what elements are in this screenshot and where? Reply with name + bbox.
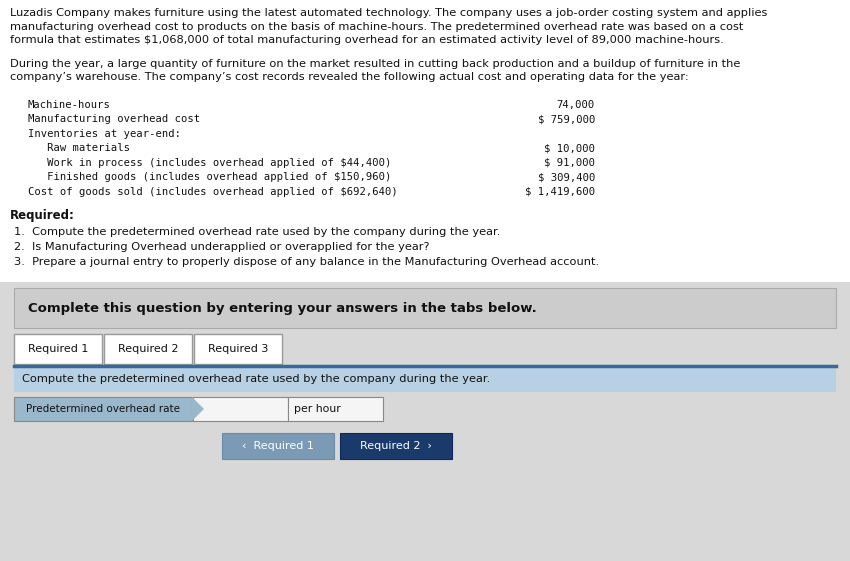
Text: Luzadis Company makes furniture using the latest automated technology. The compa: Luzadis Company makes furniture using th… bbox=[10, 8, 768, 18]
Text: company’s warehouse. The company’s cost records revealed the following actual co: company’s warehouse. The company’s cost … bbox=[10, 72, 689, 82]
Text: $ 309,400: $ 309,400 bbox=[537, 172, 595, 182]
Text: Inventories at year-end:: Inventories at year-end: bbox=[28, 128, 181, 139]
Text: $ 759,000: $ 759,000 bbox=[537, 114, 595, 124]
Bar bbox=[14, 288, 836, 328]
Bar bbox=[193, 397, 288, 421]
Text: Predetermined overhead rate: Predetermined overhead rate bbox=[26, 404, 180, 414]
Text: manufacturing overhead cost to products on the basis of machine-hours. The prede: manufacturing overhead cost to products … bbox=[10, 21, 744, 31]
Text: Work in process (includes overhead applied of $44,400): Work in process (includes overhead appli… bbox=[28, 158, 391, 168]
Text: 2.  Is Manufacturing Overhead underapplied or overapplied for the year?: 2. Is Manufacturing Overhead underapplie… bbox=[14, 242, 429, 252]
Bar bbox=[0, 334, 850, 368]
Bar bbox=[104, 334, 192, 364]
Text: Compute the predetermined overhead rate used by the company during the year.: Compute the predetermined overhead rate … bbox=[22, 374, 490, 384]
Bar bbox=[288, 397, 383, 421]
Text: $ 10,000: $ 10,000 bbox=[544, 143, 595, 153]
Text: Machine-hours: Machine-hours bbox=[28, 99, 110, 109]
Bar bbox=[222, 433, 334, 459]
Bar bbox=[14, 334, 102, 364]
Text: Required:: Required: bbox=[10, 209, 75, 222]
Bar bbox=[0, 282, 850, 561]
Text: Required 3: Required 3 bbox=[207, 344, 269, 354]
Text: formula that estimates $1,068,000 of total manufacturing overhead for an estimat: formula that estimates $1,068,000 of tot… bbox=[10, 35, 723, 45]
Text: per hour: per hour bbox=[294, 404, 341, 414]
Bar bbox=[14, 366, 836, 392]
Bar bbox=[14, 397, 192, 421]
Text: 1.  Compute the predetermined overhead rate used by the company during the year.: 1. Compute the predetermined overhead ra… bbox=[14, 227, 501, 237]
Text: ‹  Required 1: ‹ Required 1 bbox=[242, 441, 314, 451]
Text: 3.  Prepare a journal entry to properly dispose of any balance in the Manufactur: 3. Prepare a journal entry to properly d… bbox=[14, 257, 599, 267]
Text: Required 2: Required 2 bbox=[118, 344, 178, 354]
Text: Finished goods (includes overhead applied of $150,960): Finished goods (includes overhead applie… bbox=[28, 172, 391, 182]
Text: Required 2  ›: Required 2 › bbox=[360, 441, 432, 451]
Bar bbox=[14, 288, 836, 328]
Text: Required 1: Required 1 bbox=[28, 344, 88, 354]
Text: $ 1,419,600: $ 1,419,600 bbox=[524, 186, 595, 196]
Text: Raw materials: Raw materials bbox=[28, 143, 130, 153]
Text: Cost of goods sold (includes overhead applied of $692,640): Cost of goods sold (includes overhead ap… bbox=[28, 186, 398, 196]
Text: Manufacturing overhead cost: Manufacturing overhead cost bbox=[28, 114, 200, 124]
Text: 74,000: 74,000 bbox=[557, 99, 595, 109]
Text: Complete this question by entering your answers in the tabs below.: Complete this question by entering your … bbox=[28, 301, 536, 315]
Polygon shape bbox=[192, 397, 204, 421]
Bar bbox=[194, 334, 282, 364]
Bar bbox=[340, 433, 452, 459]
Text: $ 91,000: $ 91,000 bbox=[544, 158, 595, 168]
Text: During the year, a large quantity of furniture on the market resulted in cutting: During the year, a large quantity of fur… bbox=[10, 58, 740, 68]
